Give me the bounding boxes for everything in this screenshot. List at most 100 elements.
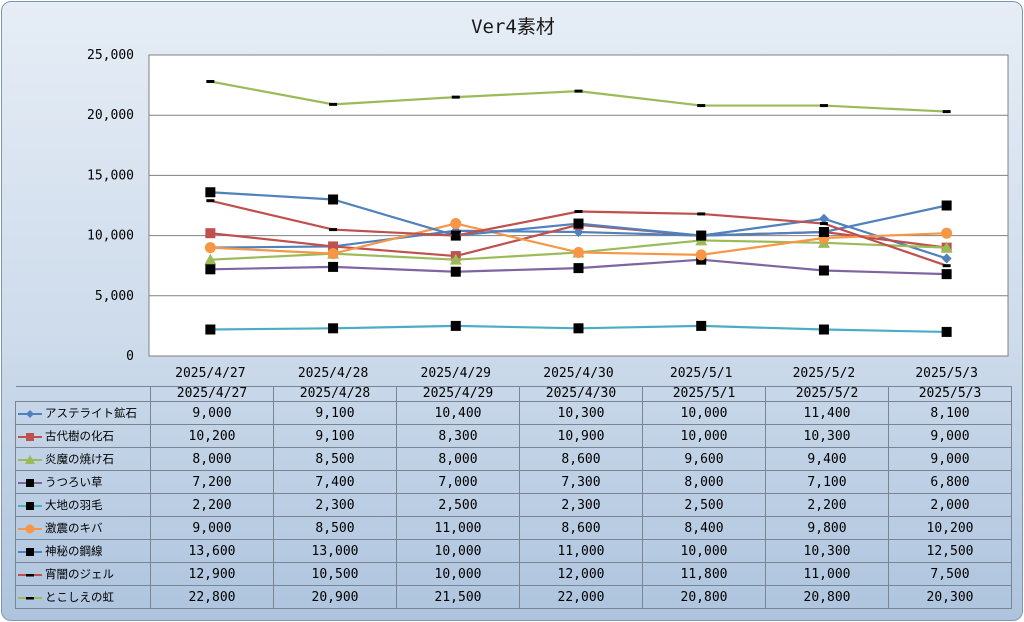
x-tick-label: 2025/5/3 [915, 366, 978, 381]
legend-marker [26, 547, 34, 556]
data-point [942, 110, 951, 114]
table-cell: 8,000 [642, 470, 766, 494]
table-cell: 2,500 [396, 493, 520, 517]
table-row: 神秘の鋼線 13,600 13,000 10,000 11,000 10,000 10,30… [15, 539, 1012, 563]
data-point [573, 323, 584, 334]
series-label-cell: 宵闇のジェル [15, 562, 151, 586]
table-cell: 9,400 [765, 447, 889, 471]
table-cell: 10,200 [888, 516, 1012, 540]
data-point [328, 194, 339, 205]
data-point [451, 234, 460, 238]
table-header-row: 2025/4/27 2025/4/28 2025/4/29 2025/4/30 2025… [15, 386, 1012, 402]
table-header-cell: 2025/4/27 [150, 386, 274, 402]
legend-marker [26, 573, 34, 576]
table-cell: 11,000 [519, 539, 643, 563]
legend-marker [26, 478, 34, 487]
table-row: 古代樹の化石 10,200 9,100 8,300 10,900 10,000 10,300… [15, 424, 1012, 448]
table-header-cell: 2025/4/29 [396, 386, 520, 402]
series-label-cell: 炎魔の焼け石 [15, 447, 151, 471]
data-point [818, 324, 829, 335]
data-point [327, 248, 339, 260]
legend-marker [26, 596, 34, 599]
table-row: 大地の羽毛 2,200 2,300 2,500 2,300 2,500 2,200 2,000 [15, 493, 1012, 517]
x-tick-label: 2025/5/1 [670, 366, 733, 381]
table-cell: 6,800 [888, 470, 1012, 494]
data-point [329, 228, 338, 232]
data-table: 2025/4/27 2025/4/28 2025/4/29 2025/4/30 2025… [15, 386, 1012, 609]
table-cell: 10,000 [642, 424, 766, 448]
series-name: うつろい草 [45, 475, 103, 489]
data-point [940, 241, 953, 253]
data-point [573, 263, 584, 274]
table-corner [15, 386, 151, 402]
data-point [450, 218, 462, 230]
table-cell: 7,000 [396, 470, 520, 494]
table-cell: 11,000 [765, 562, 889, 586]
table-cell: 10,400 [396, 401, 520, 425]
data-point [205, 228, 216, 239]
legend-marker [26, 409, 34, 418]
table-cell: 8,600 [519, 447, 643, 471]
table-row: とこしえの虹 22,800 20,900 21,500 22,000 20,800 20,8… [15, 585, 1012, 609]
data-point [818, 213, 829, 224]
table-cell: 20,900 [273, 585, 397, 609]
table-cell: 12,500 [888, 539, 1012, 563]
table-cell: 7,400 [273, 470, 397, 494]
data-point [206, 79, 215, 83]
table-cell: 20,800 [642, 585, 766, 609]
data-point [450, 320, 461, 331]
table-cell: 8,500 [273, 447, 397, 471]
table-cell: 7,300 [519, 470, 643, 494]
legend-key [18, 501, 42, 510]
table-row: アステライト鉱石 9,000 9,100 10,400 10,300 10,000 11,4… [15, 401, 1012, 425]
data-point [818, 226, 829, 237]
data-point [204, 253, 217, 265]
table-cell: 9,000 [888, 424, 1012, 448]
table-row: 炎魔の焼け石 8,000 8,500 8,000 8,600 9,600 9,400 9,00… [15, 447, 1012, 471]
table-row: 激震のキバ 9,000 8,500 11,000 8,600 8,400 9,800 10,2… [15, 516, 1012, 540]
table-header-cell: 2025/5/2 [765, 386, 889, 402]
chart-title: Ver4素材 [471, 16, 555, 38]
table-cell: 7,200 [150, 470, 274, 494]
data-point [451, 95, 460, 99]
x-tick-label: 2025/5/2 [793, 366, 856, 381]
table-cell: 8,400 [642, 516, 766, 540]
data-point [941, 200, 952, 211]
data-point [941, 269, 952, 280]
data-point [328, 261, 339, 272]
table-cell: 2,500 [642, 493, 766, 517]
x-tick-label: 2025/4/28 [298, 366, 368, 381]
legend-key [18, 596, 42, 599]
table-cell: 2,300 [273, 493, 397, 517]
plot-area [148, 54, 1009, 357]
table-cell: 10,000 [642, 539, 766, 563]
legend-key [18, 454, 42, 464]
data-point [941, 227, 953, 239]
table-cell: 7,100 [765, 470, 889, 494]
table-cell: 8,000 [396, 447, 520, 471]
table-header-cell: 2025/5/3 [888, 386, 1012, 402]
table-cell: 8,500 [273, 516, 397, 540]
table-cell: 10,000 [642, 401, 766, 425]
legend-marker [25, 524, 35, 533]
series-name: 神秘の鋼線 [45, 544, 103, 558]
legend-key [18, 478, 42, 487]
table-cell: 9,100 [273, 401, 397, 425]
data-point [205, 324, 216, 335]
legend-key [18, 432, 42, 441]
table-header-cell: 2025/4/28 [273, 386, 397, 402]
x-tick-label: 2025/4/29 [421, 366, 491, 381]
table-cell: 10,300 [519, 401, 643, 425]
y-tick-label: 25,000 [87, 48, 134, 63]
series-name: 炎魔の焼け石 [45, 452, 114, 466]
data-point [819, 222, 828, 226]
table-cell: 10,900 [519, 424, 643, 448]
data-point [205, 187, 216, 198]
series-label-cell: うつろい草 [15, 470, 151, 494]
data-point [573, 246, 584, 258]
x-tick-label: 2025/4/27 [175, 366, 245, 381]
data-point [450, 266, 461, 277]
table-cell: 10,300 [765, 539, 889, 563]
